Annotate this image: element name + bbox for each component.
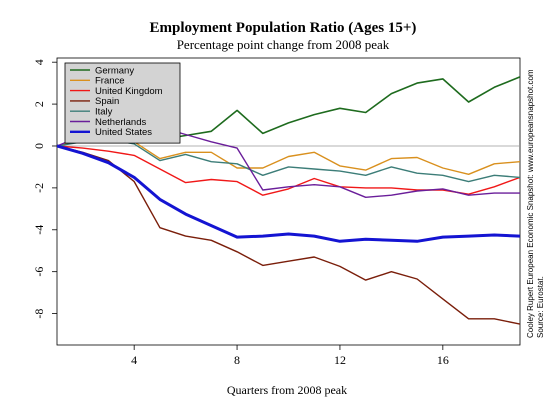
series-line-united-kingdom	[57, 145, 520, 196]
series-line-spain	[57, 145, 520, 325]
x-axis-label: Quarters from 2008 peak	[227, 383, 347, 397]
x-tick-label: 8	[234, 353, 240, 367]
legend-label-france: France	[95, 76, 125, 87]
x-tick-label: 16	[437, 353, 449, 367]
y-tick-label: 0	[32, 143, 46, 149]
chart-subtitle: Percentage point change from 2008 peak	[177, 37, 390, 52]
plot-frame	[56, 57, 521, 346]
chart-title: Employment Population Ratio (Ages 15+)	[150, 20, 417, 36]
y-tick-label: 2	[32, 101, 46, 107]
legend-label-spain: Spain	[95, 96, 119, 107]
y-tick-label: -2	[32, 183, 46, 193]
series-line-italy	[57, 138, 520, 183]
legend-box	[64, 62, 181, 144]
legend-label-united-kingdom: United Kingdom	[95, 86, 163, 97]
y-tick-label: -4	[32, 225, 46, 235]
credit-text: Cooley Rupert European Economic Snapshot…	[526, 69, 535, 338]
series-line-united-states	[57, 144, 520, 243]
legend-label-germany: Germany	[95, 65, 134, 76]
y-tick-label: 4	[32, 59, 46, 65]
source-text: Source: Eurostat.	[536, 276, 545, 338]
x-tick-label: 4	[131, 353, 137, 367]
legend-label-italy: Italy	[95, 107, 113, 118]
credit-block: Cooley Rupert European Economic Snapshot…	[526, 69, 545, 338]
legend-label-netherlands: Netherlands	[95, 117, 146, 128]
legend-label-united-states: United States	[95, 127, 152, 138]
x-tick-label: 12	[334, 353, 346, 367]
y-tick-label: -6	[32, 267, 46, 277]
y-tick-label: -8	[32, 309, 46, 319]
